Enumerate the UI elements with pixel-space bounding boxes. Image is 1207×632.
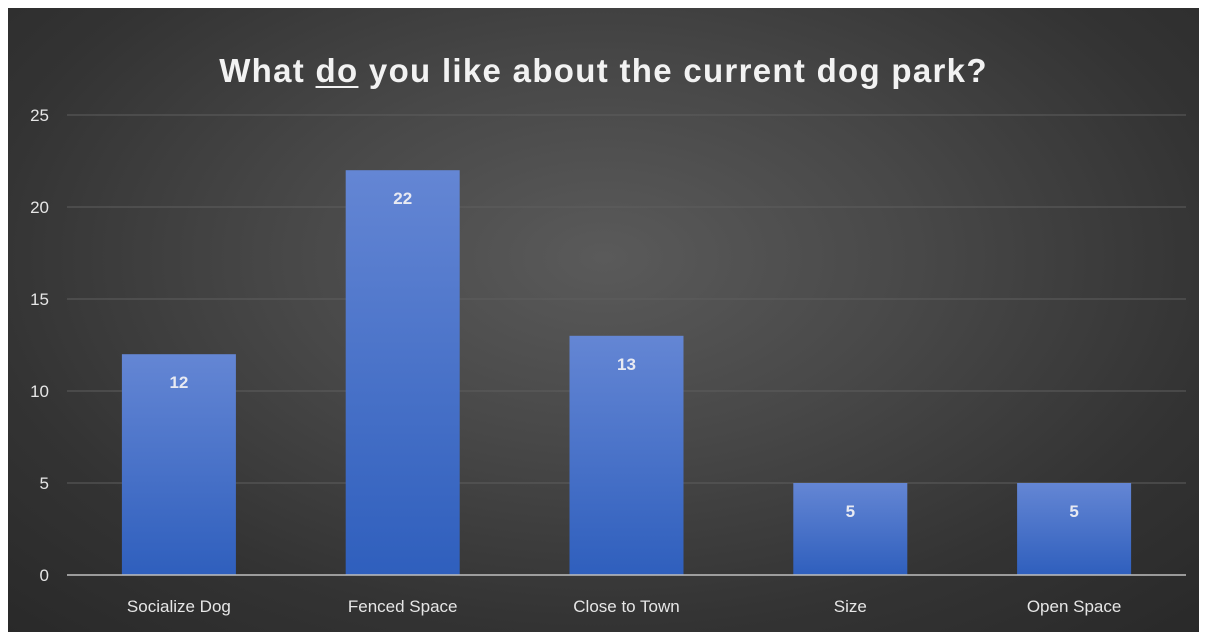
bar <box>793 483 908 575</box>
x-category-label: Open Space <box>1027 597 1122 616</box>
y-tick-label: 5 <box>40 474 49 493</box>
data-label: 22 <box>393 189 412 208</box>
chart-title: What do you like about the current dog p… <box>8 52 1199 90</box>
x-category-label: Close to Town <box>573 597 679 616</box>
bar-chart: 0 5 10 15 20 25 12 Socialize Dog 22 Fenced Space 1… <box>30 106 1186 616</box>
chart-title-end: you like about the current dog park? <box>358 52 988 89</box>
bars <box>121 170 1132 575</box>
chart-title-start: What <box>219 52 316 89</box>
y-tick-label: 25 <box>30 106 49 125</box>
data-label: 5 <box>1069 502 1078 521</box>
labels: 0 5 10 15 20 25 12 Socialize Dog 22 Fenced Space 1… <box>30 106 1121 616</box>
data-label: 5 <box>846 502 855 521</box>
x-category-label: Fenced Space <box>348 597 458 616</box>
bar <box>345 170 460 575</box>
bar <box>1017 483 1132 575</box>
x-category-label: Size <box>834 597 867 616</box>
y-tick-label: 20 <box>30 198 49 217</box>
chart-title-underlined-word: do <box>315 52 359 89</box>
y-tick-label: 15 <box>30 290 49 309</box>
y-tick-label: 10 <box>30 382 49 401</box>
x-category-label: Socialize Dog <box>127 597 231 616</box>
y-tick-label: 0 <box>40 566 49 585</box>
bar <box>569 335 684 575</box>
chart-area: What do you like about the current dog p… <box>8 8 1199 632</box>
data-label: 13 <box>617 355 636 374</box>
data-label: 12 <box>169 373 188 392</box>
bar <box>121 354 236 575</box>
